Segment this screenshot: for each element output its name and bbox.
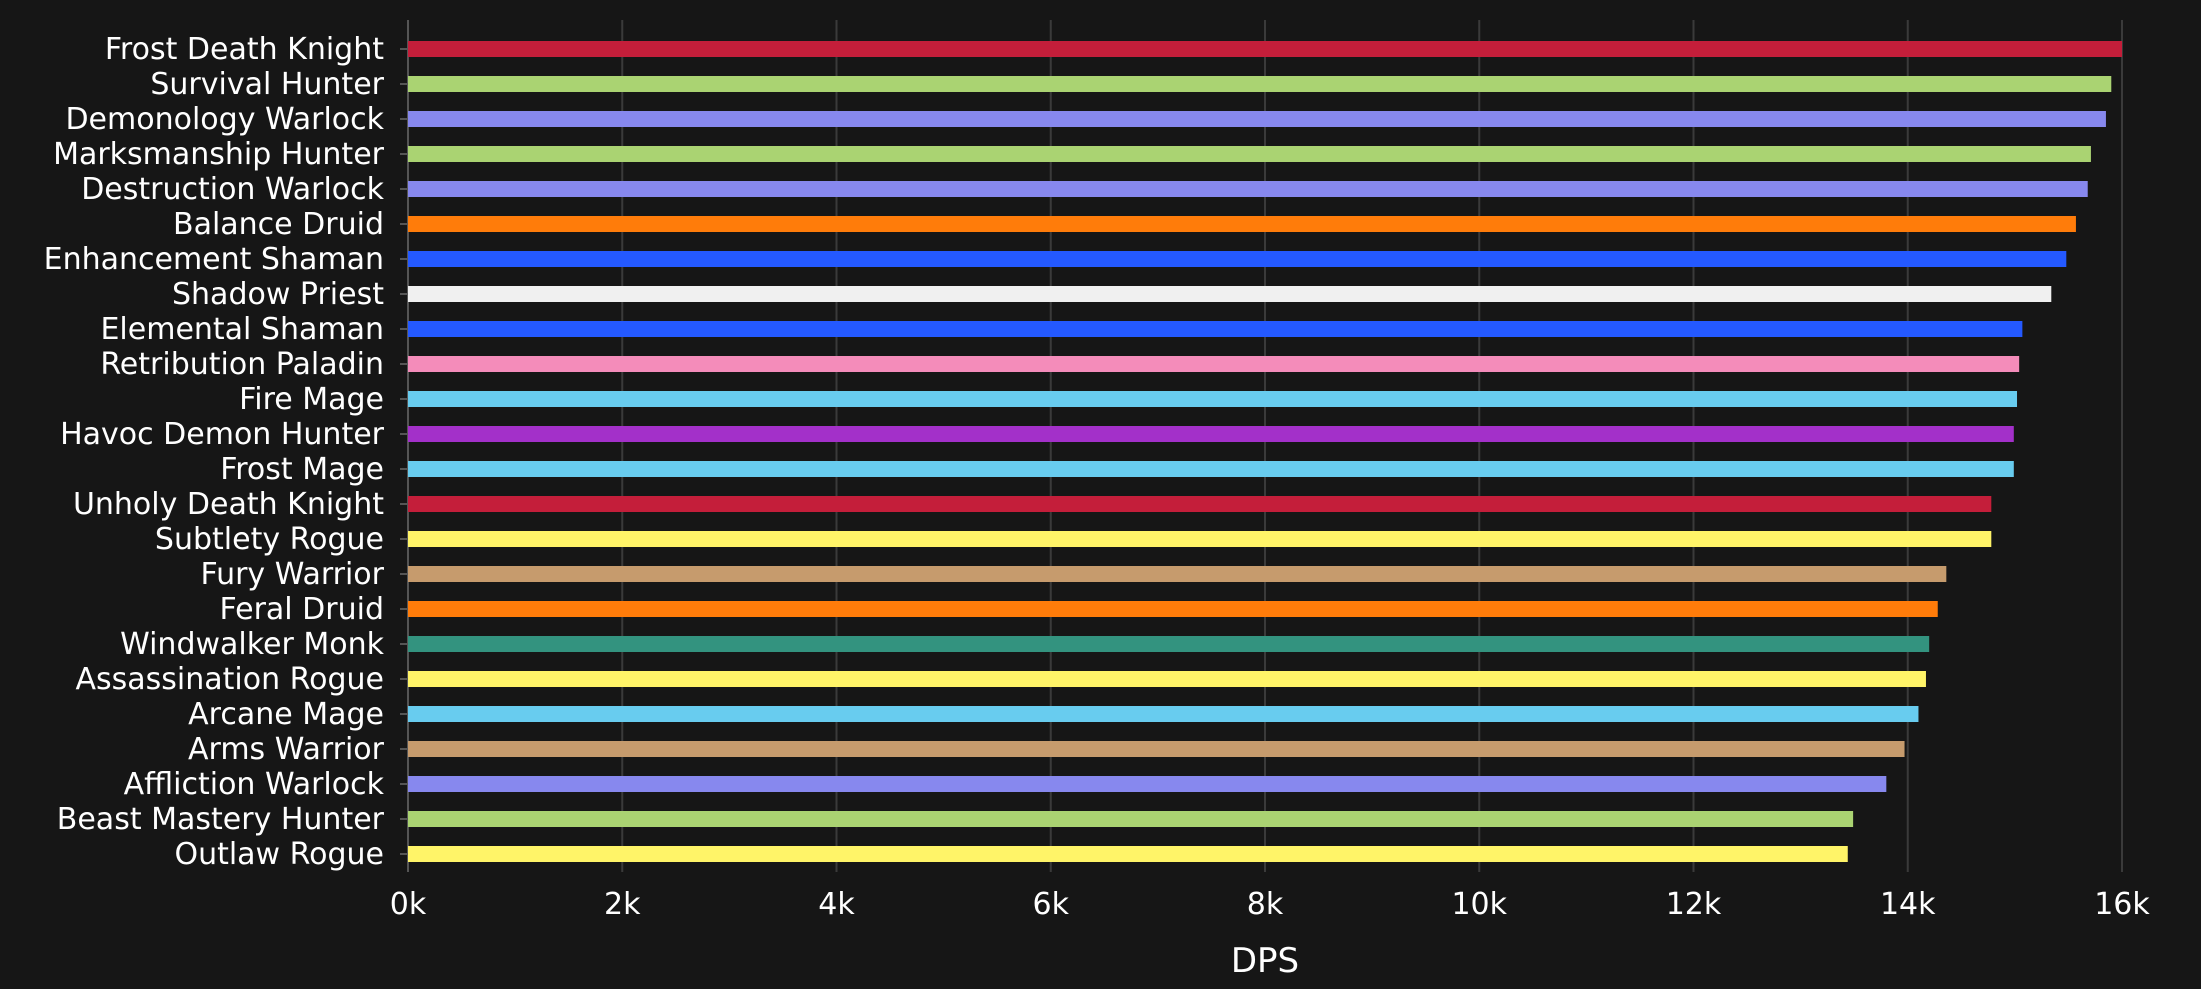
- category-label: Fury Warrior: [200, 557, 384, 592]
- category-label: Enhancement Shaman: [44, 242, 384, 277]
- x-tick-label: 14k: [1880, 887, 1936, 922]
- category-label: Demonology Warlock: [65, 102, 384, 137]
- x-axis-title: DPS: [1231, 941, 1299, 981]
- category-label: Unholy Death Knight: [73, 487, 384, 522]
- category-label: Beast Mastery Hunter: [57, 802, 385, 837]
- x-tick-label: 0k: [390, 887, 427, 922]
- category-label: Fire Mage: [239, 382, 384, 417]
- bar: [408, 391, 2018, 407]
- x-tick-label: 16k: [2094, 887, 2150, 922]
- bar: [408, 41, 2122, 57]
- x-tick-label: 2k: [604, 887, 641, 922]
- category-label: Frost Death Knight: [105, 32, 384, 67]
- bar: [408, 531, 1992, 547]
- bar: [408, 76, 2112, 92]
- bar: [408, 251, 2067, 267]
- category-label: Arcane Mage: [188, 697, 384, 732]
- x-tick-label: 8k: [1247, 887, 1284, 922]
- category-label: Shadow Priest: [172, 277, 384, 312]
- category-label: Retribution Paladin: [100, 347, 384, 382]
- bar: [408, 146, 2091, 162]
- category-label: Windwalker Monk: [120, 627, 385, 662]
- bar: [408, 111, 2106, 127]
- category-label: Havoc Demon Hunter: [60, 417, 385, 452]
- category-label: Affliction Warlock: [124, 767, 385, 802]
- bar: [408, 846, 1848, 862]
- bar: [408, 741, 1905, 757]
- x-tick-label: 4k: [818, 887, 855, 922]
- category-label: Elemental Shaman: [100, 312, 384, 347]
- category-label: Arms Warrior: [188, 732, 385, 767]
- bar: [408, 496, 1992, 512]
- x-tick-label: 12k: [1666, 887, 1722, 922]
- bar: [408, 776, 1887, 792]
- bar: [408, 461, 2014, 477]
- bar: [408, 566, 1947, 582]
- category-label: Survival Hunter: [150, 67, 384, 102]
- category-label: Assassination Rogue: [75, 662, 384, 697]
- category-label: Subtlety Rogue: [155, 522, 384, 557]
- bar: [408, 356, 2020, 372]
- x-tick-label: 10k: [1451, 887, 1507, 922]
- x-tick-label: 6k: [1033, 887, 1070, 922]
- category-label: Destruction Warlock: [81, 172, 384, 207]
- bar: [408, 426, 2014, 442]
- bar: [408, 706, 1919, 722]
- category-label: Frost Mage: [220, 452, 384, 487]
- category-label: Marksmanship Hunter: [53, 137, 385, 172]
- bar-layer: [408, 41, 2122, 862]
- bar: [408, 811, 1854, 827]
- bar: [408, 636, 1930, 652]
- bar: [408, 286, 2052, 302]
- bar: [408, 181, 2088, 197]
- category-label: Feral Druid: [220, 592, 385, 627]
- bar: [408, 216, 2076, 232]
- bar: [408, 601, 1938, 617]
- bar: [408, 321, 2023, 337]
- x-tick-labels: 0k 2k 4k 6k 8k 10k 12k 14k 16k: [390, 887, 2151, 922]
- category-label: Outlaw Rogue: [174, 837, 384, 872]
- bar: [408, 671, 1926, 687]
- category-label: Balance Druid: [173, 207, 384, 242]
